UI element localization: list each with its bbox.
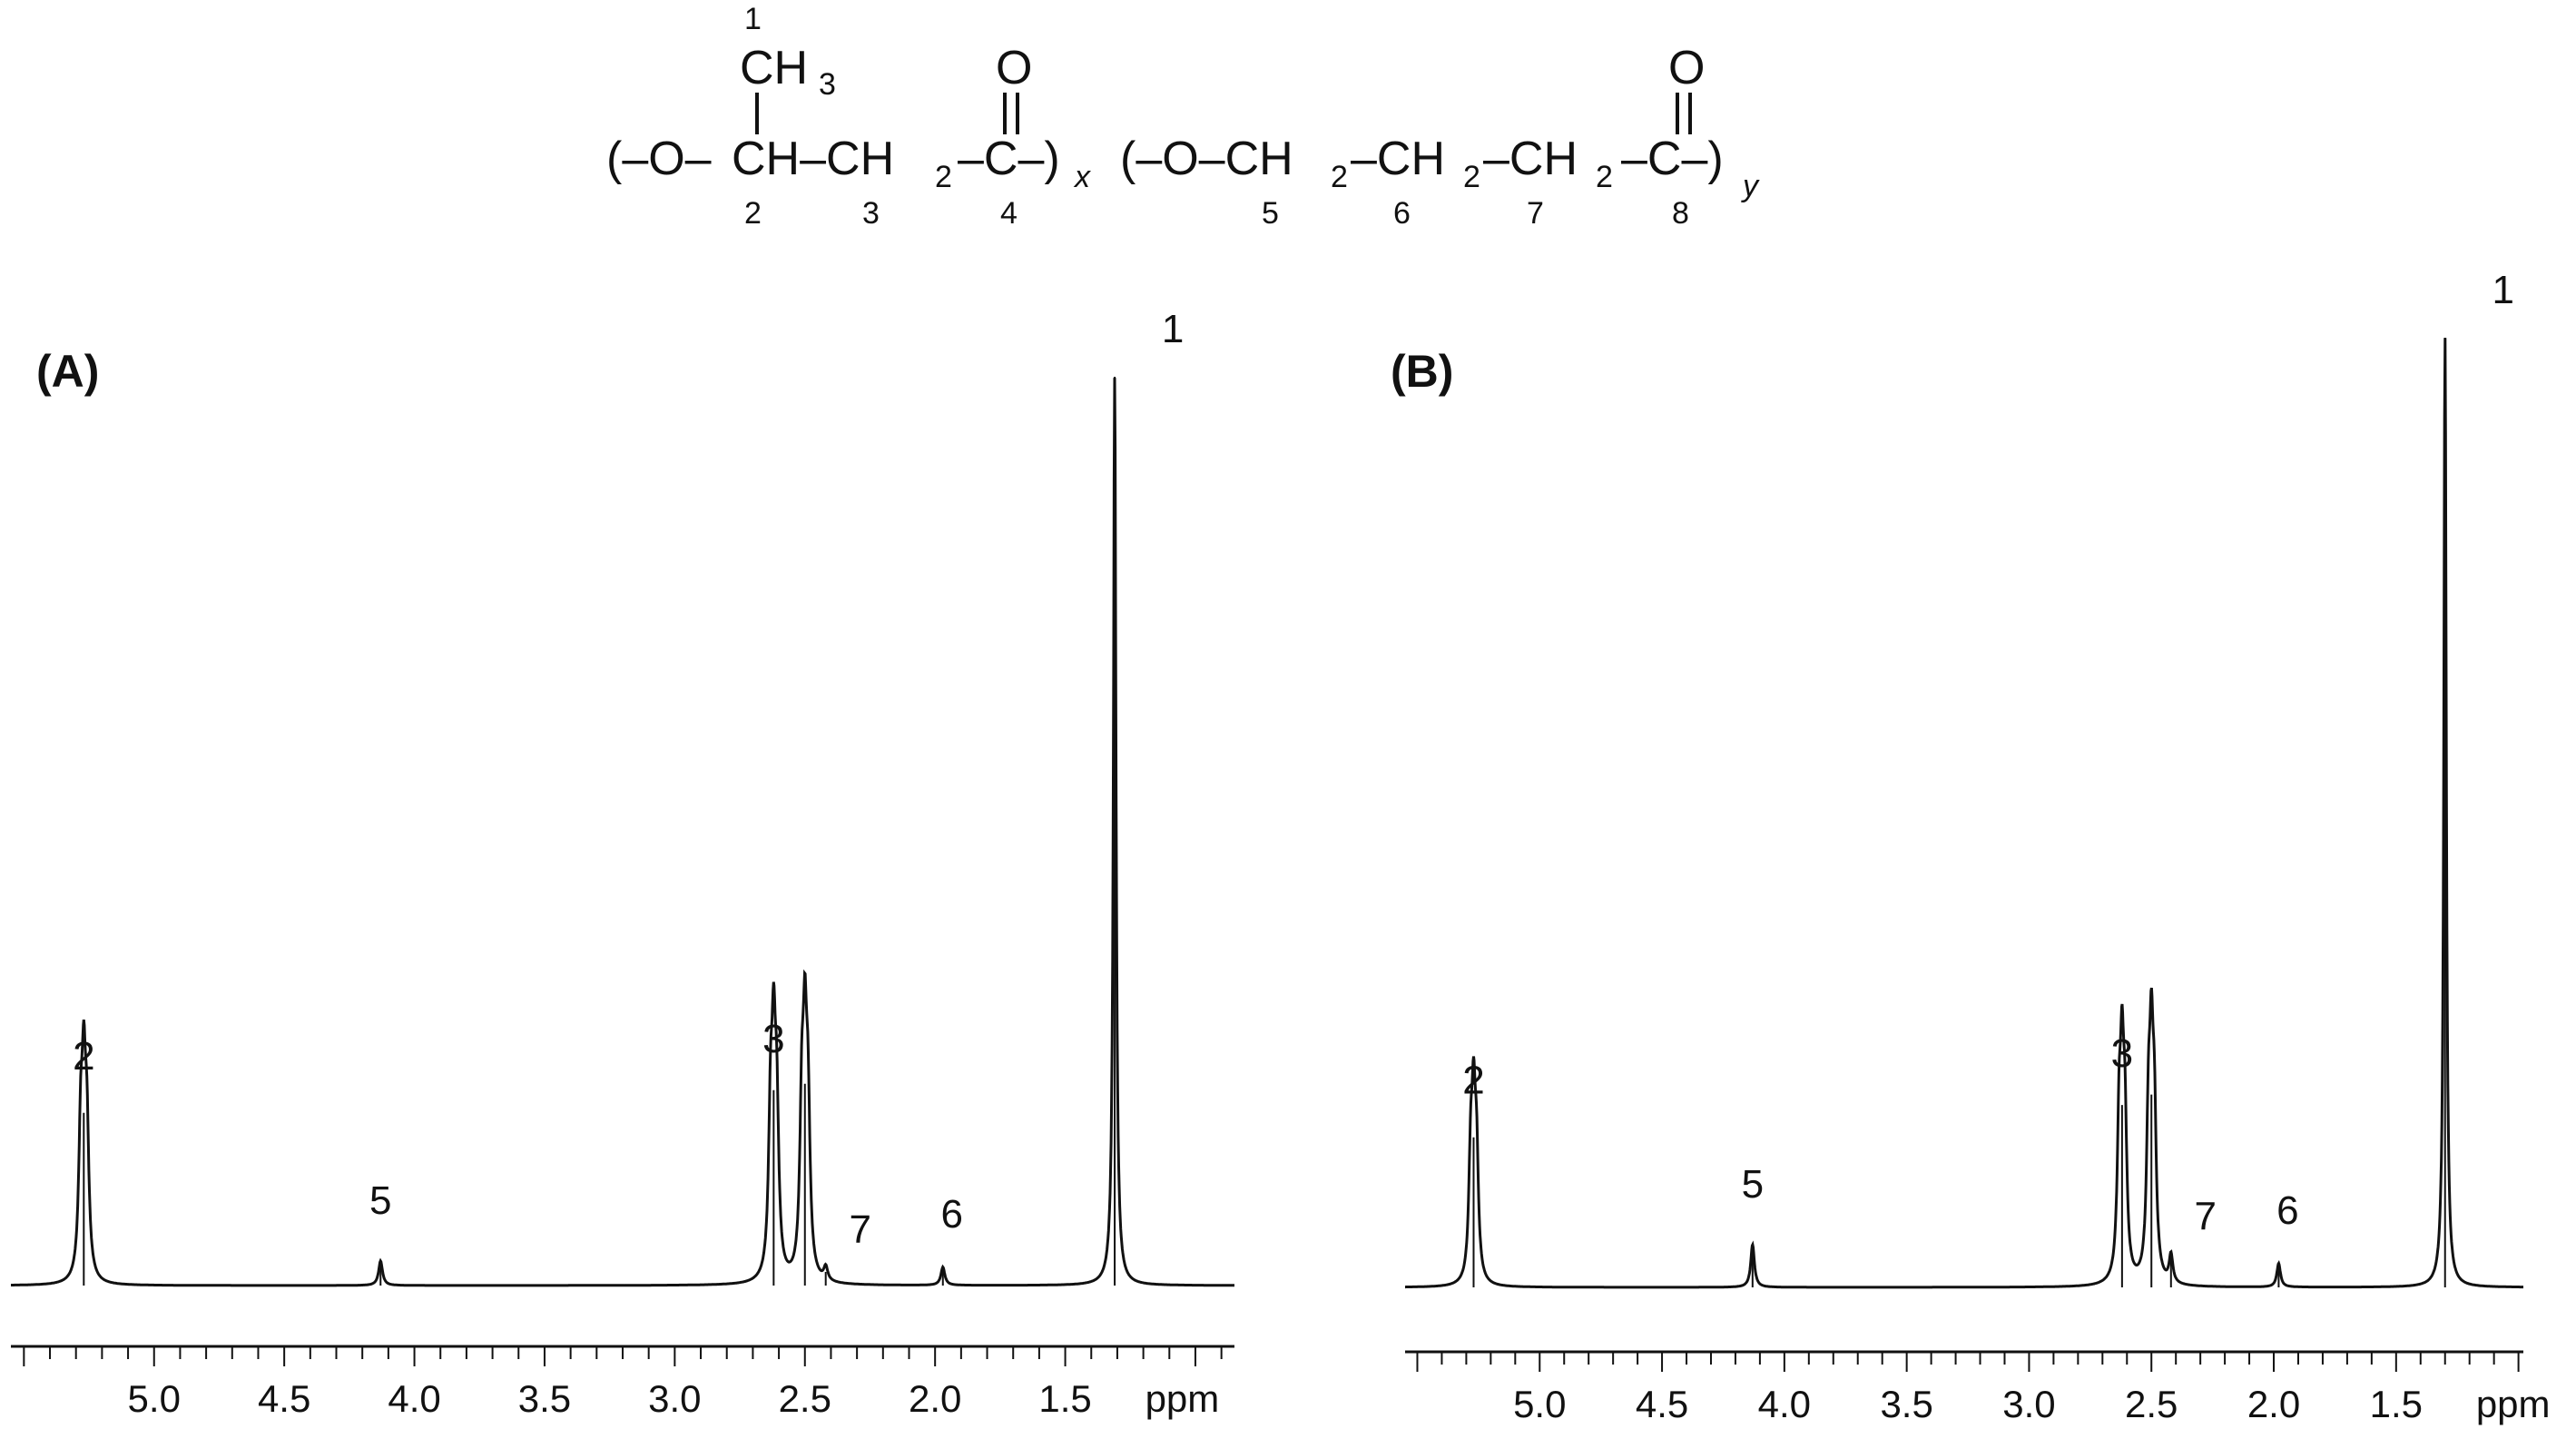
subscript-x: x [1073, 160, 1091, 194]
peak-label-1: 1 [2492, 268, 2513, 312]
repeat-unit-ch2-7: –CH [1483, 133, 1578, 185]
panel-label: (B) [1391, 346, 1453, 397]
x-tick-label: 3.0 [648, 1377, 701, 1420]
structure-number-1: 1 [744, 2, 762, 36]
spectrum-panel-a: (A) 2 5 3 7 6 1 5.0 4.5 4.0 3.5 3.0 2.5 2.0 1.5 ppm [11, 307, 1234, 1420]
subscript-ch2-5: 2 [1331, 160, 1348, 194]
x-tick-label: 3.5 [1880, 1383, 1932, 1425]
spectrum-trace [11, 378, 1234, 1287]
peak-label-5: 5 [1742, 1162, 1764, 1207]
peak-label-7: 7 [849, 1207, 870, 1252]
peak-label-3: 3 [2111, 1031, 2133, 1076]
repeat-unit-carbonyl-4: –C–) [958, 133, 1060, 185]
structure-number-4: 4 [1000, 196, 1018, 231]
spectrum-trace [1405, 338, 2523, 1289]
x-tick-label: 2.5 [779, 1377, 831, 1420]
repeat-unit-open-1: (–O– [606, 133, 712, 185]
x-axis-unit: ppm [1145, 1377, 1220, 1420]
x-tick-label: 1.5 [2370, 1383, 2423, 1425]
carbonyl-oxygen-2: O [1668, 42, 1705, 94]
x-tick-label: 4.5 [258, 1377, 310, 1420]
structure-number-6: 6 [1393, 196, 1411, 231]
peak-label-6: 6 [941, 1192, 963, 1237]
x-tick-label: 4.0 [1758, 1383, 1811, 1425]
chemical-structure: 1 CH 3 O O (–O– CH–CH 2 –C–) x (–O–CH 2 … [606, 2, 1760, 231]
x-tick-label: 4.0 [388, 1377, 440, 1420]
methyl-subscript: 3 [819, 67, 836, 102]
x-tick-label: 4.5 [1636, 1383, 1688, 1425]
peak-label-2: 2 [1462, 1059, 1484, 1103]
x-tick-label: 5.0 [1513, 1383, 1566, 1425]
x-tick-label: 3.0 [2002, 1383, 2055, 1425]
structure-number-2: 2 [744, 196, 762, 231]
x-tick-label: 5.0 [128, 1377, 181, 1420]
structure-number-7: 7 [1527, 196, 1544, 231]
peak-label-1: 1 [1162, 307, 1184, 351]
structure-number-5: 5 [1262, 196, 1279, 231]
x-tick-label: 3.5 [518, 1377, 571, 1420]
panel-label: (A) [36, 346, 99, 397]
subscript-ch2-6: 2 [1463, 160, 1480, 194]
x-tick-label: 2.5 [2125, 1383, 2178, 1425]
peak-label-2: 2 [73, 1034, 94, 1079]
peak-label-6: 6 [2276, 1188, 2298, 1233]
x-tick-label: 2.0 [2247, 1383, 2300, 1425]
subscript-ch2-7: 2 [1596, 160, 1613, 194]
subscript-y: y [1741, 169, 1760, 203]
x-tick-label: 1.5 [1038, 1377, 1091, 1420]
repeat-unit-carbonyl-8: –C–) [1621, 133, 1724, 185]
methyl-group: CH [740, 42, 808, 94]
repeat-unit-ch2-6: –CH [1351, 133, 1445, 185]
structure-number-8: 8 [1672, 196, 1689, 231]
subscript-ch2-3: 2 [935, 160, 952, 194]
x-tick-label: 2.0 [909, 1377, 961, 1420]
x-axis-unit: ppm [2476, 1383, 2551, 1425]
carbonyl-oxygen-1: O [996, 42, 1032, 94]
peak-label-3: 3 [762, 1017, 784, 1061]
repeat-unit-open-2: (–O–CH [1120, 133, 1293, 185]
structure-number-3: 3 [862, 196, 880, 231]
peak-label-5: 5 [369, 1178, 391, 1223]
repeat-unit-chain-1: CH–CH [732, 133, 894, 185]
peak-label-7: 7 [2195, 1195, 2217, 1239]
spectrum-panel-b: (B) 2 5 3 7 6 1 5.0 4.5 4.0 3.5 3.0 2.5 2.0 1.5 ppm [1391, 268, 2551, 1425]
